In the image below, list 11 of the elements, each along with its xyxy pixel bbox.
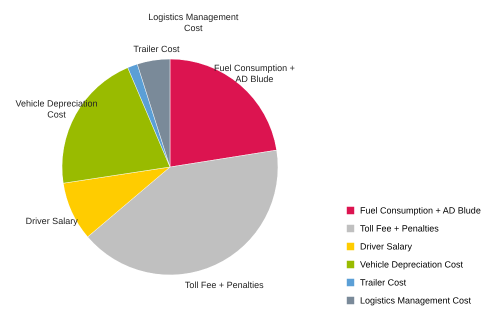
legend-label: Vehicle Depreciation Cost [360,260,464,270]
slice-label: Logistics Management Cost [148,12,239,33]
legend-label: Driver Salary [360,242,413,252]
slice-label: Toll Fee + Penalties [184,280,264,290]
category-label: Trailer Cost [133,44,180,54]
legend-label: Toll Fee + Penalties [360,224,440,234]
slice-label: Driver Salary [26,216,78,226]
legend-label: Fuel Consumption + AD Blude [360,206,481,216]
legend-label: Trailer Cost [360,278,407,288]
legend-label: Logistics Management Cost [360,296,472,306]
slice-label: Fuel Consumption + AD Blude [214,63,295,84]
